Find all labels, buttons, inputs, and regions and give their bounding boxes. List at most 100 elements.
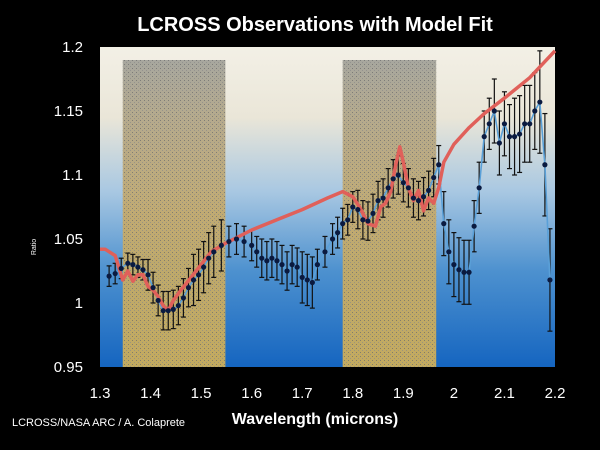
data-point <box>501 121 508 127</box>
band-2-texture <box>342 60 437 367</box>
data-point <box>135 264 141 270</box>
credit-text: LCROSS/NASA ARC / A. Colaprete <box>12 417 185 429</box>
data-point <box>476 185 482 191</box>
data-point <box>304 277 310 283</box>
x-tick-label: 1.9 <box>393 385 414 402</box>
data-point <box>350 204 356 210</box>
data-point <box>522 121 528 127</box>
data-point <box>420 194 427 200</box>
data-point <box>264 258 270 264</box>
data-point <box>456 267 462 273</box>
data-point <box>466 269 472 275</box>
data-point <box>481 134 487 140</box>
data-point <box>274 258 280 264</box>
data-point <box>410 195 417 201</box>
data-point <box>160 308 166 314</box>
model-fit-line <box>100 49 557 313</box>
y-tick-label: 1 <box>75 295 83 312</box>
data-point <box>431 174 437 181</box>
data-point <box>370 210 376 216</box>
data-point <box>145 272 151 278</box>
data-point <box>294 264 300 270</box>
data-point <box>542 162 548 168</box>
data-point <box>299 274 305 280</box>
data-point <box>506 134 513 140</box>
data-point <box>400 180 406 186</box>
y-tick-label: 1.05 <box>54 231 83 248</box>
x-axis-ticks: 1.3 1.4 1.5 1.6 1.7 1.8 1.9 2 2.1 2.2 <box>90 385 566 402</box>
data-point <box>201 264 207 270</box>
data-point <box>190 277 197 283</box>
data-point <box>241 238 247 245</box>
data-point <box>335 230 341 236</box>
data-point <box>426 187 432 193</box>
data-point <box>365 218 371 224</box>
y-axis-label: Ratio <box>31 239 38 255</box>
data-point <box>269 255 275 261</box>
x-tick-label: 1.4 <box>140 385 161 402</box>
data-point <box>206 255 212 261</box>
data-point <box>375 198 381 204</box>
data-point <box>537 99 543 105</box>
y-tick-label: 1.15 <box>54 103 83 120</box>
data-point <box>284 268 290 274</box>
data-point <box>218 242 224 248</box>
data-point <box>491 108 497 114</box>
data-point <box>279 262 285 268</box>
data-point <box>165 308 171 314</box>
data-point <box>226 238 232 245</box>
data-point <box>451 262 457 268</box>
y-tick-label: 1.1 <box>62 167 83 184</box>
data-point <box>140 267 146 273</box>
data-point <box>185 285 192 291</box>
data-point <box>527 121 533 127</box>
x-axis-label: Wavelength (microns) <box>232 411 399 428</box>
data-point <box>436 162 442 168</box>
band-1-texture <box>122 60 226 367</box>
data-point <box>289 262 295 268</box>
data-point <box>233 236 240 242</box>
data-point <box>380 195 386 201</box>
data-point <box>441 221 447 227</box>
chart-title: LCROSS Observations with Model Fit <box>137 14 493 36</box>
data-point <box>385 185 391 191</box>
x-tick-label: 2 <box>450 385 458 402</box>
data-point <box>405 185 411 191</box>
data-point <box>471 223 477 229</box>
data-point <box>150 285 156 291</box>
data-point <box>415 198 422 204</box>
x-tick-label: 1.5 <box>191 385 212 402</box>
data-point <box>118 265 124 272</box>
data-point <box>106 273 112 279</box>
data-point <box>390 176 396 182</box>
data-point <box>249 242 255 248</box>
data-point <box>322 249 328 255</box>
data-point <box>340 221 346 227</box>
data-point <box>517 131 523 137</box>
data-point <box>360 217 366 223</box>
y-axis-ticks: 0.95 1 1.05 1.1 1.15 1.2 <box>54 39 83 376</box>
data-point <box>532 108 538 114</box>
x-tick-label: 1.7 <box>292 385 313 402</box>
x-tick-label: 2.2 <box>545 385 566 402</box>
data-point <box>486 121 492 127</box>
data-point <box>170 306 176 312</box>
y-tick-label: 0.95 <box>54 359 83 376</box>
x-tick-label: 1.3 <box>90 385 111 402</box>
data-point <box>211 249 217 255</box>
data-point <box>180 295 187 301</box>
x-tick-label: 1.6 <box>241 385 262 402</box>
data-point <box>446 249 452 255</box>
data-point <box>355 206 361 213</box>
data-point <box>155 297 161 304</box>
data-point <box>175 302 181 309</box>
data-point <box>345 217 351 223</box>
data-point <box>329 236 336 242</box>
observed-points <box>106 99 553 314</box>
data-point <box>395 172 401 178</box>
data-point <box>112 270 118 277</box>
data-point <box>461 269 467 275</box>
data-point <box>314 262 320 268</box>
data-point <box>309 279 315 286</box>
